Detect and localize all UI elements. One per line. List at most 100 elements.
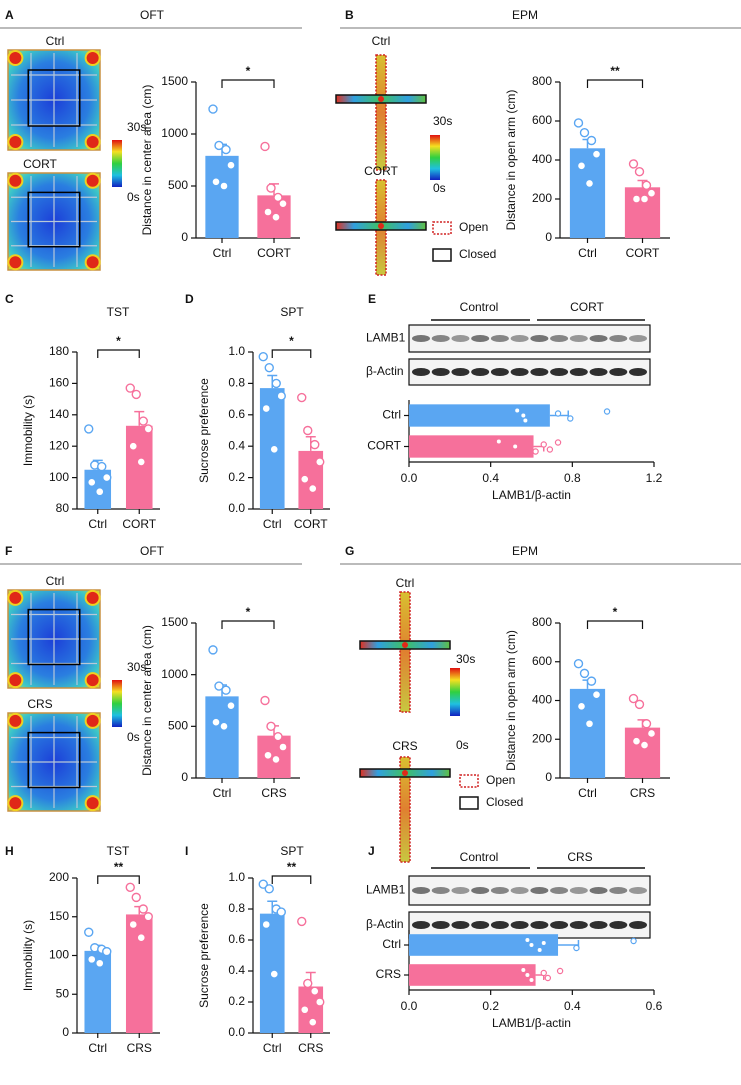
center-spot xyxy=(402,642,408,648)
x-tick-label: Ctrl xyxy=(213,786,232,800)
bar xyxy=(569,148,606,238)
color-bar-label: 30s xyxy=(127,660,146,674)
y-tick-label: 600 xyxy=(532,654,552,668)
blot-band xyxy=(490,887,509,894)
panel-letter: C xyxy=(5,292,14,306)
color-bar xyxy=(430,135,440,180)
data-point xyxy=(271,212,281,222)
legend-swatch xyxy=(432,248,452,262)
heatmap-hotspot xyxy=(84,795,101,812)
significance-label: ** xyxy=(114,860,124,874)
panel-letter: I xyxy=(185,844,188,858)
data-point xyxy=(641,180,652,191)
data-point xyxy=(226,700,236,711)
blot-band xyxy=(510,368,529,376)
blot-band xyxy=(589,335,608,342)
blot-band xyxy=(569,368,588,376)
data-point xyxy=(646,188,657,198)
data-point xyxy=(579,127,590,138)
significance-bracket xyxy=(221,79,275,88)
data-point xyxy=(310,986,320,996)
significance-bracket xyxy=(271,875,312,884)
blot-band xyxy=(550,887,569,894)
data-point xyxy=(271,378,281,389)
center-zone xyxy=(27,191,81,248)
y-tick-label: 800 xyxy=(532,74,552,88)
data-point xyxy=(532,448,539,455)
data-point xyxy=(131,389,141,400)
blot-group: Control xyxy=(460,850,499,864)
blot-band xyxy=(569,335,588,342)
heatmap-hotspot xyxy=(7,254,24,271)
color-bar-label: 30s xyxy=(456,652,475,666)
y-tick-label: 0 xyxy=(545,770,552,784)
data-point xyxy=(258,879,268,889)
panel-letter: A xyxy=(5,8,14,22)
y-tick-label: 80 xyxy=(56,501,70,515)
blot-band xyxy=(431,335,450,342)
blot-group: CRS xyxy=(567,850,592,864)
heatmap-hotspot xyxy=(7,795,24,812)
color-bar-label: 0s xyxy=(127,190,140,204)
blot-band xyxy=(490,335,509,342)
y-tick-label: CORT xyxy=(367,439,401,453)
open-arm xyxy=(399,591,411,713)
data-point xyxy=(219,721,229,732)
data-point xyxy=(315,457,325,467)
data-point xyxy=(586,676,597,686)
heatmap-hotspot xyxy=(84,134,101,150)
x-tick-label: 0.4 xyxy=(564,999,581,1013)
heatmap-hotspot xyxy=(7,172,24,189)
color-bar-label: 0s xyxy=(127,730,140,744)
panel-letter: E xyxy=(368,292,376,306)
bar xyxy=(409,964,536,986)
y-axis-label: Distance in center area (cm) xyxy=(140,85,154,236)
data-point xyxy=(273,192,283,203)
x-tick-label: Ctrl xyxy=(88,1041,107,1055)
blot-band xyxy=(629,921,647,929)
blot-row-label: LAMB1 xyxy=(366,331,406,345)
data-point xyxy=(269,444,279,455)
center-zone xyxy=(27,69,81,127)
blot-band xyxy=(550,335,569,342)
blot-row-label: β-Actin xyxy=(366,917,404,931)
map-label: Ctrl xyxy=(372,34,391,48)
data-point xyxy=(603,408,611,415)
map-label: Ctrl xyxy=(46,34,65,48)
y-tick-label: 200 xyxy=(532,191,552,205)
panel-letter: H xyxy=(5,844,14,858)
y-tick-label: 0.2 xyxy=(228,470,245,484)
panel-title: SPT xyxy=(280,844,304,858)
blot-band xyxy=(431,887,450,894)
map-label: CORT xyxy=(23,157,57,171)
legend-label: Closed xyxy=(486,795,523,809)
data-point xyxy=(297,916,307,927)
blot-band xyxy=(629,887,647,894)
heatmap-hotspot xyxy=(7,589,24,606)
map-label: Ctrl xyxy=(46,574,65,588)
legend-label: Open xyxy=(459,220,488,234)
data-point xyxy=(136,457,146,467)
data-point xyxy=(84,424,94,434)
data-point xyxy=(297,392,307,403)
heatmap-hotspot xyxy=(84,50,101,66)
data-point xyxy=(546,446,554,453)
y-axis-label: Immobility (s) xyxy=(21,395,35,466)
data-point xyxy=(258,352,268,362)
x-tick-label: 0.2 xyxy=(482,999,499,1013)
data-point xyxy=(634,166,645,177)
bar xyxy=(125,425,153,509)
data-point xyxy=(273,731,283,742)
data-point xyxy=(576,701,587,712)
data-point xyxy=(211,717,221,727)
data-point xyxy=(214,681,224,691)
y-tick-label: 0.6 xyxy=(228,932,245,946)
legend-label: Closed xyxy=(459,247,496,261)
x-tick-label: CORT xyxy=(294,517,328,531)
panel-letter: B xyxy=(345,8,354,22)
bar xyxy=(409,934,559,956)
data-point xyxy=(263,750,273,760)
x-tick-label: CRS xyxy=(630,786,655,800)
blot-band xyxy=(629,335,647,342)
